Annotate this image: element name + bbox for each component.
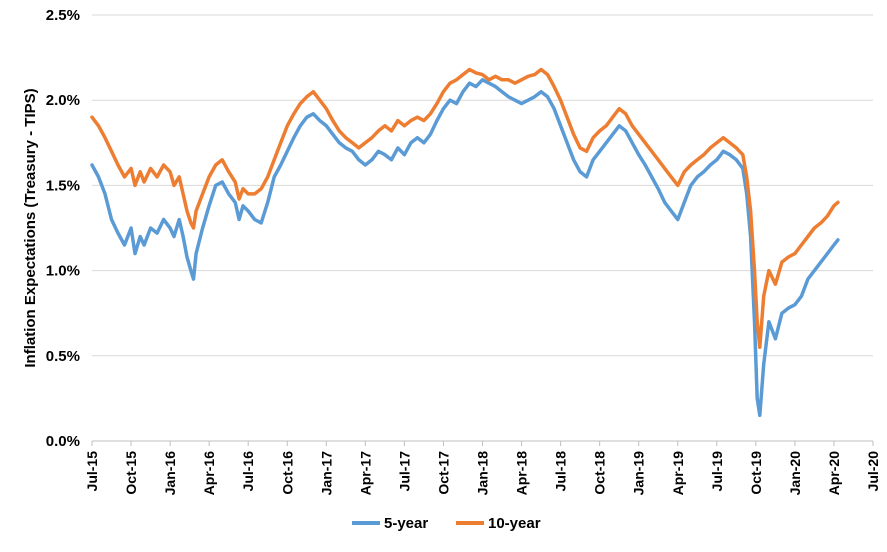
x-tick-label: Jan-19 xyxy=(631,451,647,496)
x-tick-label: Apr-17 xyxy=(357,451,373,496)
x-tick-label: Jul-16 xyxy=(240,451,256,492)
legend-label-5-year: 5-year xyxy=(384,515,428,532)
series-line-5-year xyxy=(90,78,840,418)
y-tick-label: 1.5% xyxy=(46,177,80,194)
y-axis-title: Inflation Expectations (Treasury - TIPS) xyxy=(22,88,39,367)
x-tick-labels: Jul-15 Oct-15 Jan-16 Apr-16 Jul-16 Oct-16 Jan-… xyxy=(84,441,881,495)
series-lines xyxy=(90,67,840,418)
x-tick-label: Oct-19 xyxy=(748,451,764,495)
x-tick-label: Apr-16 xyxy=(201,451,217,496)
y-tick-label: 1.0% xyxy=(46,263,80,280)
legend: 5-year 10-year xyxy=(352,515,541,532)
y-tick-label: 0.0% xyxy=(46,433,80,450)
x-tick-label: Jul-19 xyxy=(709,451,725,492)
x-tick-label: Jul-20 xyxy=(865,451,881,492)
y-tick-label: 2.0% xyxy=(46,92,80,109)
x-tick-label: Jan-20 xyxy=(787,451,803,496)
x-tick-label: Oct-16 xyxy=(279,451,295,495)
x-tick-label: Apr-19 xyxy=(670,451,686,496)
x-tick-label: Jan-18 xyxy=(475,451,491,496)
x-tick-label: Oct-18 xyxy=(592,451,608,495)
x-tick-label: Apr-20 xyxy=(826,451,842,496)
y-tick-label: 2.5% xyxy=(46,7,80,24)
x-tick-label: Jul-17 xyxy=(396,451,412,492)
legend-label-10-year: 10-year xyxy=(488,515,541,532)
y-tick-label: 0.5% xyxy=(46,348,80,365)
x-tick-label: Jul-18 xyxy=(553,451,569,492)
series-line-10-year xyxy=(90,67,840,350)
x-tick-label: Jul-15 xyxy=(84,451,100,492)
x-tick-label: Jan-16 xyxy=(162,451,178,496)
x-tick-label: Jan-17 xyxy=(318,451,334,496)
x-tick-label: Oct-15 xyxy=(123,451,139,495)
x-tick-label: Apr-18 xyxy=(514,451,530,496)
y-tick-labels: 0.0% 0.5% 1.0% 1.5% 2.0% 2.5% xyxy=(46,7,80,450)
x-tick-label: Oct-17 xyxy=(435,451,451,495)
